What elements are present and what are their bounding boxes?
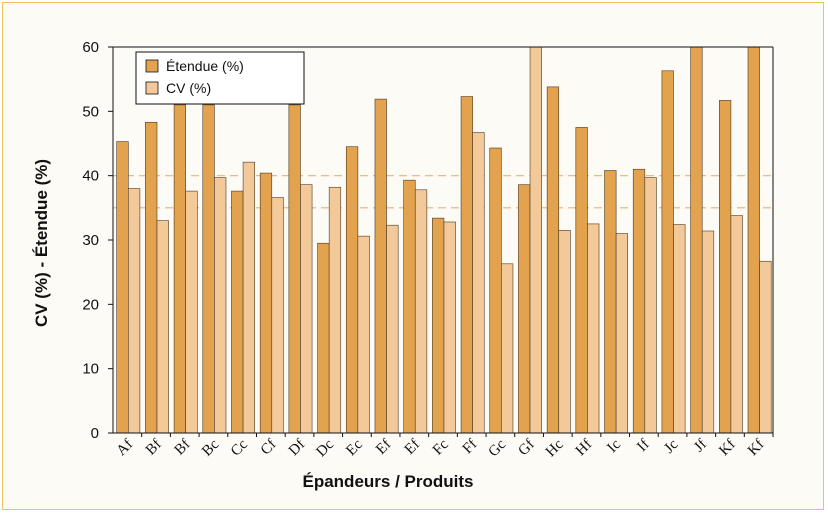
x-tick-label-1: Bf [143, 437, 165, 459]
bar-etendue-20 [690, 46, 703, 434]
x-tick-label-10: Ef [402, 437, 423, 458]
x-tick-label-20: Jf [691, 437, 710, 456]
bar-cv-8 [357, 235, 370, 434]
y-ticks: 0 10 20 30 40 50 60 [82, 39, 113, 442]
bar-etendue-21 [719, 100, 732, 434]
bar-etendue-1 [145, 121, 158, 434]
x-tick-label-3: Bc [199, 436, 222, 459]
y-tick-label-10: 10 [82, 361, 99, 378]
x-tick-label-7: Dc [313, 436, 337, 460]
bar-cv-22 [759, 260, 772, 434]
x-tick-label-22: Kf [745, 437, 768, 460]
bar-etendue-7 [317, 242, 330, 434]
x-ticks: Af Bf Bf Bc Cc Cf Df Dc Ec Ef Ef Fc Ff Gc Gf Hc Hf Ic If Jc… [114, 433, 774, 460]
y-tick-label-30: 30 [82, 232, 99, 249]
x-tick-label-18: If [634, 437, 652, 455]
legend-swatch-etendue [145, 59, 159, 73]
y-tick-label-60: 60 [82, 39, 99, 56]
bar-etendue-4 [231, 190, 244, 434]
x-tick-label-15: Hc [543, 436, 567, 460]
x-tick-label-6: Df [286, 437, 309, 460]
x-tick-label-14: Gf [515, 437, 538, 460]
legend-box [135, 51, 305, 105]
x-tick-label-4: Cc [228, 436, 251, 459]
bar-cv-9 [386, 224, 399, 434]
bar-cv-4 [242, 161, 255, 434]
x-tick-label-2: Bf [172, 437, 194, 459]
bar-etendue-19 [661, 70, 674, 434]
bar-etendue-5 [259, 172, 273, 434]
x-tick-label-21: Kf [716, 437, 739, 460]
x-tick-label-13: Gc [486, 436, 510, 460]
legend-label-etendue: Étendue (%) [166, 58, 244, 74]
x-axis-title: Épandeurs / Produits [303, 472, 474, 491]
bar-etendue-8 [345, 146, 359, 434]
x-tick-label-11: Fc [430, 436, 452, 458]
x-tick-label-8: Ec [343, 436, 366, 459]
bar-etendue-2 [173, 104, 186, 434]
legend-label-cv: CV (%) [166, 80, 211, 96]
bar-cv-19 [673, 224, 686, 434]
bar-cv-21 [730, 215, 743, 434]
bar-etendue-3 [202, 104, 215, 434]
bar-cv-20 [701, 230, 715, 434]
bar-cv-11 [443, 221, 456, 434]
legend: Étendue (%) CV (%) [135, 51, 305, 105]
bar-etendue-14 [518, 184, 531, 434]
bar-etendue-15 [546, 86, 560, 434]
bar-cv-3 [214, 177, 227, 434]
x-tick-label-16: Hf [573, 437, 596, 460]
x-tick-label-17: Ic [604, 436, 624, 456]
bar-cv-16 [587, 223, 600, 434]
bar-cv-0 [128, 188, 141, 434]
bar-cv-12 [472, 132, 485, 434]
bar-cv-18 [644, 177, 657, 434]
bar-cv-13 [501, 263, 514, 434]
x-tick-label-19: Jc [661, 436, 681, 456]
bar-etendue-18 [632, 168, 646, 434]
bar-cv-14 [529, 46, 542, 434]
bar-etendue-9 [374, 98, 387, 434]
legend-swatch-cv [145, 81, 159, 95]
x-tick-label-9: Ef [373, 437, 394, 458]
y-tick-label-40: 40 [82, 168, 99, 185]
bar-cv-15 [558, 230, 571, 434]
bar-etendue-6 [288, 104, 301, 434]
x-tick-label-12: Ff [460, 437, 481, 458]
y-tick-label-0: 0 [91, 425, 99, 442]
bar-etendue-10 [403, 179, 416, 434]
bar-cv-5 [271, 197, 284, 434]
y-tick-label-50: 50 [82, 103, 99, 120]
bar-cv-1 [156, 220, 169, 434]
bar-etendue-12 [460, 96, 473, 434]
x-tick-label-5: Cf [258, 437, 280, 459]
bar-cv-17 [615, 233, 629, 434]
bar-cv-6 [300, 184, 313, 434]
bar-etendue-17 [604, 170, 617, 434]
bar-etendue-11 [432, 217, 445, 434]
bar-cv-7 [328, 186, 342, 434]
bar-etendue-16 [575, 127, 588, 434]
bar-etendue-0 [116, 141, 129, 434]
bar-cv-2 [185, 190, 198, 434]
y-tick-label-20: 20 [82, 296, 99, 313]
bars [116, 46, 772, 434]
x-tick-label-0: Af [114, 437, 137, 460]
y-axis-title: CV (%) - Étendue (%) [32, 159, 51, 327]
bar-etendue-22 [747, 46, 760, 434]
bar-cv-10 [414, 189, 428, 434]
bar-etendue-13 [489, 147, 502, 434]
